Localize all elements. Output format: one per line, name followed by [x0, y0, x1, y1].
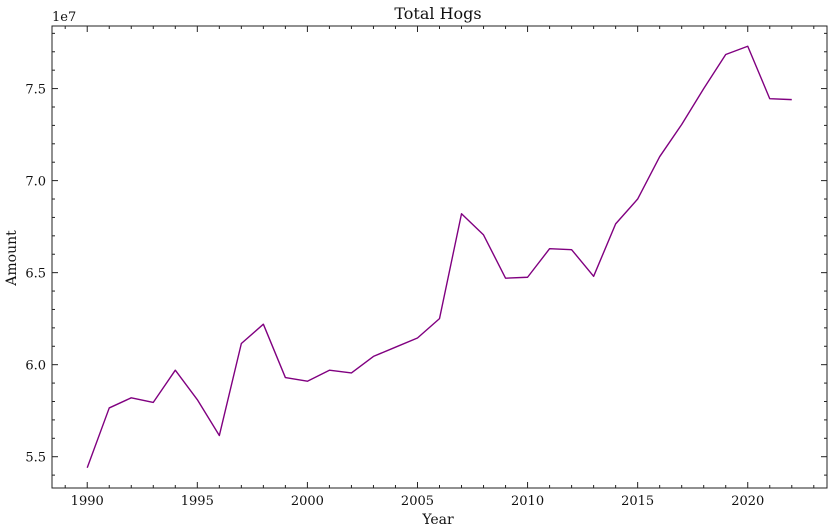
x-axis-label: Year	[421, 512, 454, 528]
series-line	[86, 45, 792, 468]
data-layer	[86, 45, 792, 468]
y-tick-label: 7.0	[25, 175, 46, 190]
y-tick-label: 5.5	[25, 451, 46, 466]
y-axis-label: Amount	[4, 230, 20, 287]
tick-labels-layer: 1990 1995 2000 2005 2010 2015 2020 5.5 6.0 6.5 7.0…	[25, 83, 764, 509]
x-tick-label: 1990	[71, 494, 104, 509]
ticks-layer	[52, 26, 827, 488]
x-tick-label: 2020	[731, 494, 764, 509]
x-tick-label: 2000	[291, 494, 324, 509]
x-tick-label: 2005	[401, 494, 434, 509]
y-tick-label: 7.5	[25, 83, 46, 98]
plot-frame	[51, 25, 828, 489]
y-tick-label: 6.0	[25, 359, 46, 374]
y-tick-label: 6.5	[25, 267, 46, 282]
x-tick-label: 1995	[181, 494, 214, 509]
x-tick-label: 2015	[621, 494, 654, 509]
chart-title: Total Hogs	[394, 4, 481, 23]
y-axis-offset-label: 1e7	[52, 10, 76, 25]
x-tick-label: 2010	[511, 494, 544, 509]
